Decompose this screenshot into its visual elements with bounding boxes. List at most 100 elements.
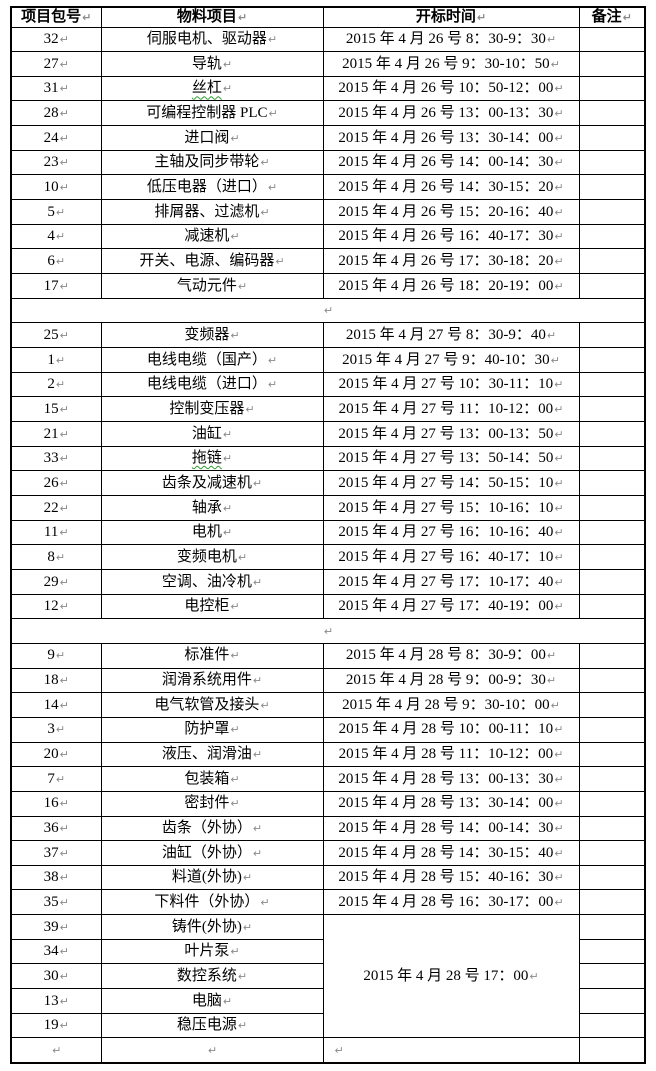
- paragraph-mark: ↵: [59, 181, 69, 195]
- paragraph-mark: ↵: [230, 772, 240, 786]
- package-cell: 28↵: [10, 100, 102, 127]
- paragraph-mark: ↵: [59, 896, 69, 910]
- paragraph-mark: ↵: [554, 896, 564, 910]
- paragraph-mark: ↵: [554, 131, 564, 145]
- package-cell: 1↵: [10, 347, 102, 373]
- package-cell: 39↵: [10, 914, 102, 940]
- paragraph-mark: ↵: [230, 649, 240, 663]
- item-text: 包装箱: [184, 770, 230, 787]
- item-cell: 变频器↵: [100, 322, 324, 349]
- time-cell: 2015 年 4 月 26 号 14：30-15：20↵: [322, 174, 580, 201]
- paragraph-mark: ↵: [546, 328, 557, 342]
- time-cell: 2015 年 4 月 27 号 10：30-11：10↵: [322, 371, 580, 398]
- item-text: 电线电缆（进口）: [146, 376, 267, 393]
- paragraph-mark: ↵: [554, 723, 564, 737]
- paragraph-mark: ↵: [252, 748, 263, 762]
- paragraph-mark: ↵: [55, 254, 66, 268]
- paragraph-mark: ↵: [323, 624, 334, 638]
- paragraph-mark: ↵: [554, 452, 564, 466]
- paragraph-mark: ↵: [550, 698, 560, 712]
- item-cell: 控制变压器↵: [100, 396, 324, 422]
- item-text: 可编程控制器 PLC: [146, 105, 268, 122]
- remark-cell: [578, 1037, 646, 1064]
- item-text: 进口阀: [184, 129, 230, 146]
- paragraph-mark: ↵: [554, 822, 564, 836]
- paragraph-mark: ↵: [550, 353, 560, 367]
- item-text: 排屑器、过滤机: [154, 203, 260, 220]
- paragraph-mark: ↵: [230, 131, 240, 145]
- paragraph-mark: ↵: [554, 600, 564, 614]
- remark-cell: [578, 199, 646, 225]
- item-text: 轴承: [191, 499, 222, 516]
- package-cell: 16↵: [10, 790, 102, 817]
- paragraph-mark: ↵: [59, 279, 69, 293]
- paragraph-mark: ↵: [222, 427, 233, 441]
- time-cell: 2015 年 4 月 27 号 14：50-15：10↵: [322, 470, 580, 496]
- remark-cell: [578, 840, 646, 866]
- item-text: 导轨: [191, 55, 222, 72]
- paragraph-mark: ↵: [554, 846, 564, 860]
- table-row: 33↵ 拖链↵ 2015 年 4 月 27 号 13：50-14：50↵: [10, 445, 646, 472]
- paragraph-mark: ↵: [554, 181, 564, 195]
- table-row: 8↵ 变频电机↵ 2015 年 4 月 27 号 16：40-17：10↵: [10, 544, 646, 570]
- item-text: 电脑: [191, 992, 222, 1009]
- paragraph-mark: ↵: [55, 772, 66, 786]
- item-text: 稳压电源: [176, 1017, 237, 1034]
- item-cell: 电气软管及接头↵: [100, 692, 324, 718]
- time-cell: 2015 年 4 月 26 号 10：50-12：00↵: [322, 75, 580, 102]
- item-text: 电气软管及接头: [154, 696, 260, 713]
- time-cell: 2015 年 4 月 26 号 15：20-16：40↵: [322, 199, 580, 225]
- paragraph-mark: ↵: [546, 674, 557, 688]
- remark-cell: [578, 864, 646, 891]
- merged-time-cell: 2015 年 4 月 28 号 17：00↵: [322, 914, 580, 1039]
- time-cell: 2015 年 4 月 27 号 17：10-17：40↵: [322, 568, 580, 595]
- package-cell: ↵: [10, 1037, 102, 1064]
- remark-cell: [578, 889, 646, 916]
- paragraph-mark: ↵: [267, 353, 278, 367]
- package-cell: 8↵: [10, 544, 102, 570]
- paragraph-mark: ↵: [554, 476, 564, 490]
- table-row: 11↵ 电机↵ 2015 年 4 月 27 号 16：10-16：40↵: [10, 519, 646, 546]
- paragraph-mark: ↵: [267, 378, 278, 392]
- time-cell: 2015 年 4 月 26 号 16：40-17：30↵: [322, 223, 580, 250]
- remark-cell: [578, 494, 646, 521]
- package-cell: 37↵: [10, 840, 102, 866]
- package-cell: 9↵: [10, 642, 102, 669]
- item-text: 电控柜: [184, 598, 230, 615]
- table-row: 38↵ 料道(外协)↵ 2015 年 4 月 28 号 15：40-16：30↵: [10, 864, 646, 891]
- item-cell: 导轨↵: [100, 51, 324, 77]
- table-row: 18↵ 润滑系统用件↵ 2015 年 4 月 28 号 9：00-9：30↵: [10, 667, 646, 694]
- paragraph-mark: ↵: [55, 550, 66, 564]
- table-row: 14↵ 电气软管及接头↵ 2015 年 4 月 28 号 9：30-10：00↵: [10, 692, 646, 718]
- time-cell: 2015 年 4 月 26 号 14：00-14：30↵: [322, 149, 580, 176]
- package-cell: 29↵: [10, 568, 102, 595]
- time-cell: 2015 年 4 月 28 号 16：30-17：00↵: [322, 889, 580, 916]
- paragraph-mark: ↵: [260, 205, 270, 219]
- paragraph-mark: ↵: [230, 600, 240, 614]
- paragraph-mark: ↵: [268, 107, 278, 121]
- remark-cell: [578, 914, 646, 940]
- remark-cell: [578, 322, 646, 349]
- item-text: 标准件: [184, 647, 230, 664]
- paragraph-mark: ↵: [275, 254, 285, 268]
- paragraph-mark: ↵: [59, 33, 69, 47]
- table-row: 23↵ 主轴及同步带轮↵ 2015 年 4 月 26 号 14：00-14：30↵: [10, 149, 646, 176]
- package-cell: 17↵: [10, 273, 102, 299]
- paragraph-mark: ↵: [222, 501, 233, 515]
- paragraph-mark: ↵: [554, 378, 564, 392]
- spacer-cell: ↵: [10, 297, 646, 324]
- item-text: 油缸（外协）: [161, 844, 252, 861]
- time-cell: ↵: [322, 1037, 580, 1064]
- paragraph-mark: ↵: [207, 1043, 218, 1057]
- item-cell: 油缸↵: [100, 421, 324, 447]
- remark-cell: [578, 519, 646, 546]
- paragraph-mark: ↵: [252, 674, 263, 688]
- table-row: 7↵ 包装箱↵ 2015 年 4 月 28 号 13：00-13：30↵: [10, 766, 646, 792]
- item-text: 变频电机: [176, 548, 237, 565]
- paragraph-mark: ↵: [554, 797, 564, 811]
- package-cell: 6↵: [10, 248, 102, 275]
- paragraph-mark: ↵: [59, 871, 69, 885]
- paragraph-mark: ↵: [59, 526, 69, 540]
- time-cell: 2015 年 4 月 28 号 9：00-9：30↵: [322, 667, 580, 694]
- item-cell: 变频电机↵: [100, 544, 324, 570]
